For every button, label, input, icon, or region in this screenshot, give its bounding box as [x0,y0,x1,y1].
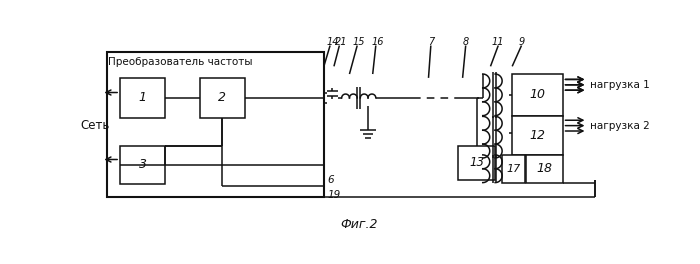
Bar [458,146,495,180]
Text: Фиг.2: Фиг.2 [340,218,377,231]
Bar [502,155,526,183]
Text: 16: 16 [371,37,384,47]
Text: 13: 13 [469,156,484,169]
Text: 12: 12 [529,129,545,142]
Text: 8: 8 [463,37,469,47]
Bar [107,53,324,197]
Text: 2: 2 [218,91,226,104]
Bar [512,116,563,155]
Text: нагрузка 2: нагрузка 2 [589,121,650,131]
Text: 14: 14 [326,37,339,47]
Text: 6: 6 [328,175,335,185]
Text: 19: 19 [328,190,341,200]
Text: 11: 11 [492,37,505,47]
Text: 10: 10 [529,88,545,101]
Text: Преобразователь частоты: Преобразователь частоты [108,58,253,68]
Text: 9: 9 [519,37,524,47]
Text: 15: 15 [353,37,365,47]
Bar [120,146,165,184]
Bar [200,78,245,118]
Bar [526,155,563,183]
Text: Сеть: Сеть [80,119,110,132]
Text: 18: 18 [536,162,552,175]
Text: 21: 21 [335,37,348,47]
Text: 7: 7 [428,37,434,47]
Text: 1: 1 [139,91,146,104]
Text: нагрузка 1: нагрузка 1 [589,80,650,90]
Text: 3: 3 [139,158,146,171]
Text: 17: 17 [507,164,521,174]
Bar [512,74,563,116]
Bar [120,78,165,118]
